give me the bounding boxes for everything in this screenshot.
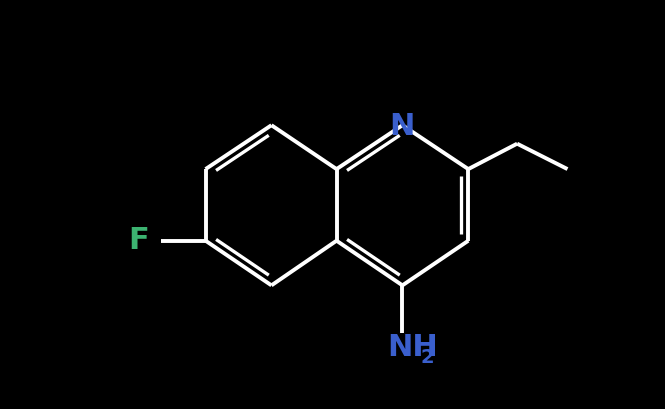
Text: NH: NH <box>387 333 438 362</box>
Text: F: F <box>128 225 150 254</box>
Text: N: N <box>390 111 415 140</box>
Text: 2: 2 <box>420 347 434 366</box>
